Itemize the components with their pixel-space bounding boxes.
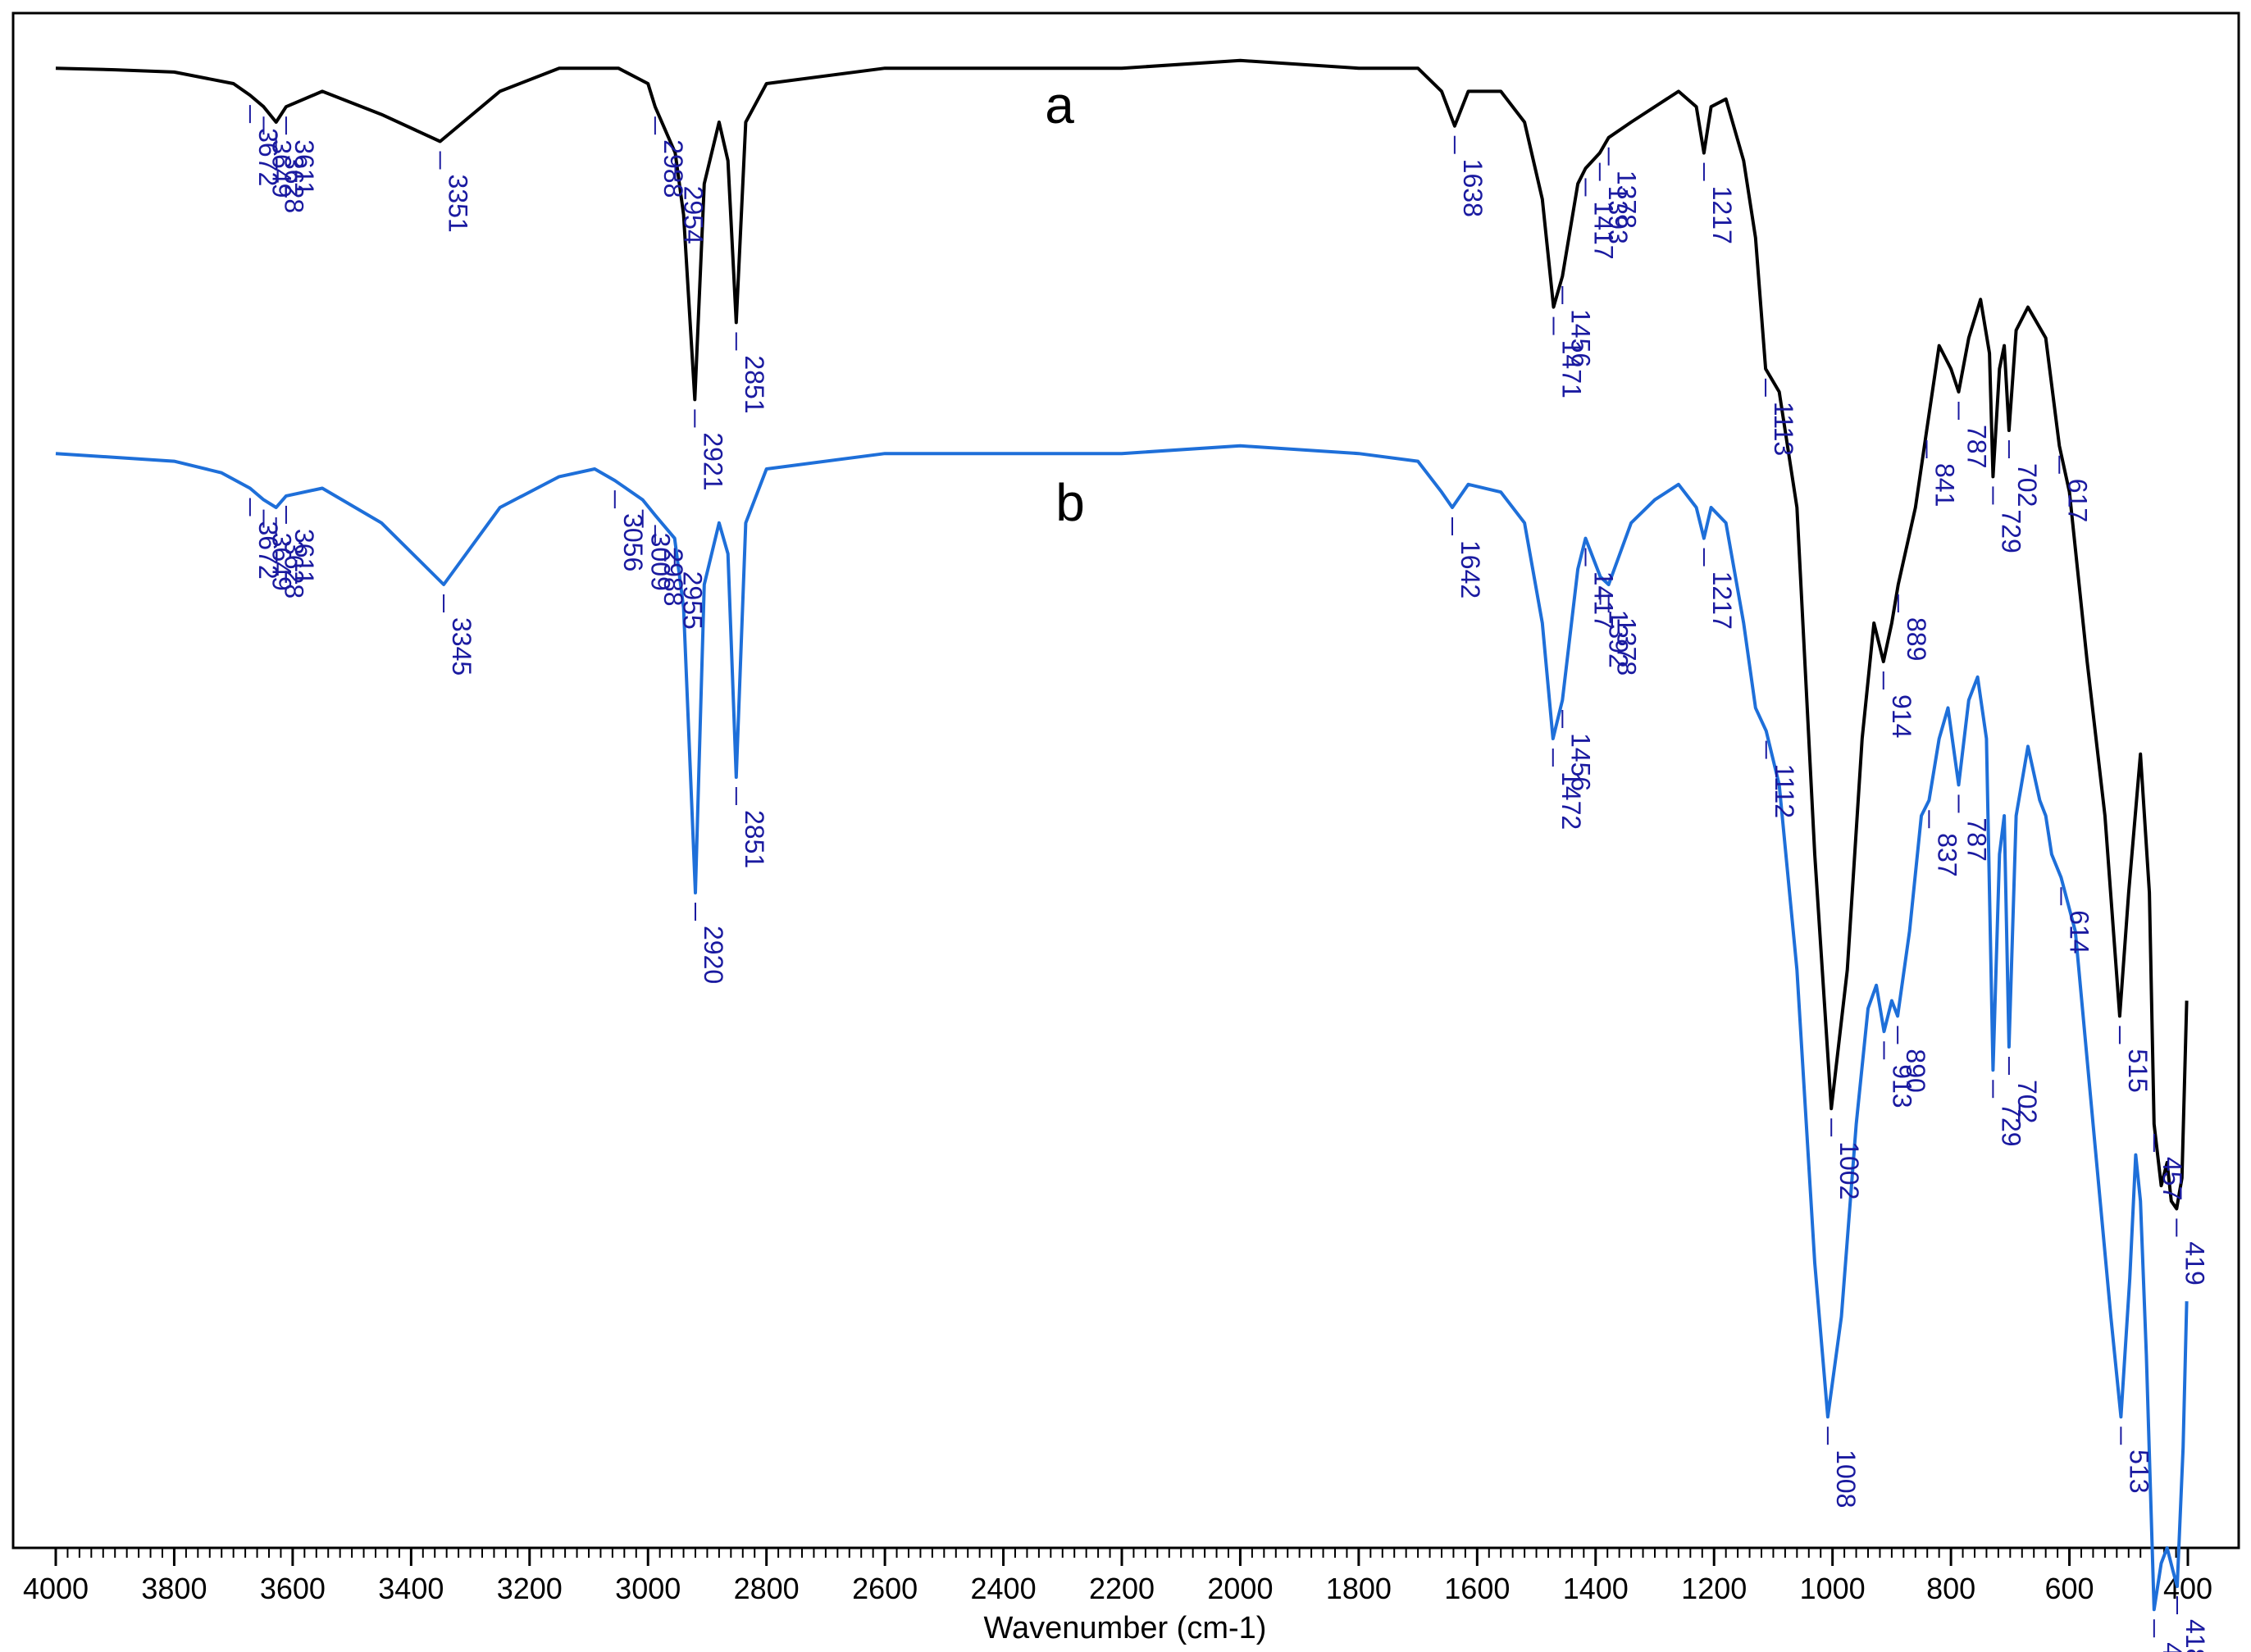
x-tick-label: 800 [1926,1572,1975,1605]
series-label-a: a [1045,75,1074,134]
peak-label: 787 [1962,425,1992,468]
series-a-line [55,58,2189,1211]
peak-label: 614 [2064,910,2094,953]
x-tick-label: 1600 [1444,1572,1510,1605]
x-tick-label: 2000 [1207,1572,1273,1605]
x-axis: 4000 3800 3600 3400 3200 3000 2800 2600 2400 2200… [23,1548,2212,1605]
peak-label: 3672 [253,521,283,580]
peak-label: 1456 [1565,309,1595,367]
peak-label: 1417 [1589,571,1619,630]
peak-label: 3628 [280,155,309,213]
peak-label: 729 [1996,509,2025,553]
peak-label: 1378 [1612,617,1642,676]
series-b-line [55,444,2189,1612]
peak-label: 702 [2012,463,2042,507]
x-tick-label: 2800 [734,1572,800,1605]
peak-label: 1378 [1612,171,1642,229]
peak-label: 1008 [1831,1449,1861,1508]
x-tick-label: 1800 [1326,1572,1392,1605]
peak-label: 1471 [1557,340,1587,398]
x-tick-label: 400 [2163,1572,2212,1605]
peak-label: 1217 [1707,571,1737,630]
peak-label: 841 [1930,463,1960,507]
peak-label: 3611 [289,529,319,585]
peak-label: 2955 [678,571,708,630]
peak-label: 914 [1887,694,1916,738]
peak-label: 2988 [658,548,688,606]
peak-label: 1393 [1603,186,1633,244]
peak-label: 2851 [740,355,769,413]
peak-label: 729 [1996,1103,2025,1146]
peak-label: 3351 [444,175,473,233]
peak-label: 1112 [1770,764,1799,818]
x-tick-label: 3200 [497,1572,563,1605]
plot-frame [11,11,2240,1550]
peak-label: 890 [1901,1049,1930,1092]
peak-annotations: 3672364936283611335129882954292128511638… [248,105,2210,1652]
x-tick-label: 3400 [378,1572,444,1605]
peak-label: 457 [2158,1642,2187,1652]
peak-label: 3611 [289,139,319,196]
peak-label: 837 [1932,833,1962,876]
peak-label: 3628 [280,540,309,598]
series-layer [55,58,2189,1612]
x-tick-label: 1200 [1681,1572,1747,1605]
peak-label: 2988 [658,139,688,198]
x-axis-title: Wavenumber (cm-1) [984,1611,1267,1645]
peak-label: 3649 [267,533,297,591]
peak-label: 3009 [646,533,676,591]
peak-label: 515 [2123,1049,2153,1092]
peak-label: 1392 [1604,610,1634,668]
x-tick-label: 2600 [852,1572,918,1605]
peak-label: 1638 [1458,159,1488,217]
peak-label: 2954 [678,186,708,244]
peak-label: 1113 [1769,402,1798,456]
peak-label: 2851 [740,810,769,868]
x-tick-label: 2200 [1089,1572,1155,1605]
peak-label: 513 [2124,1449,2153,1493]
x-tick-label: 3000 [615,1572,681,1605]
x-tick-label: 3600 [260,1572,326,1605]
peak-label: 3649 [267,139,297,198]
x-tick-label: 4000 [23,1572,89,1605]
peak-label: 889 [1902,617,1931,661]
peak-label: 1642 [1456,540,1485,598]
peak-label: 418 [2180,1619,2210,1652]
peak-label: 1217 [1707,186,1737,244]
peak-label: 702 [2012,1080,2042,1123]
peak-label: 2921 [698,432,727,490]
peak-label: 3672 [253,128,283,186]
peak-label: 2920 [699,926,728,984]
x-tick-label: 2400 [971,1572,1037,1605]
peak-label: 913 [1888,1064,1917,1108]
peak-label: 617 [2062,479,2092,522]
x-tick-label: 1000 [1800,1572,1866,1605]
peak-label: 1002 [1834,1141,1864,1199]
peak-label: 457 [2158,1157,2187,1200]
peak-label: 3345 [447,617,476,676]
peak-label: 1417 [1589,201,1619,259]
x-tick-label: 1400 [1563,1572,1629,1605]
series-label-b: b [1055,473,1085,532]
peak-label: 1472 [1556,771,1586,830]
peak-label: 787 [1962,817,1992,861]
peak-label: 419 [2180,1241,2209,1285]
x-tick-label: 600 [2045,1572,2094,1605]
x-tick-label: 3800 [141,1572,207,1605]
peak-label: 1456 [1565,733,1595,791]
